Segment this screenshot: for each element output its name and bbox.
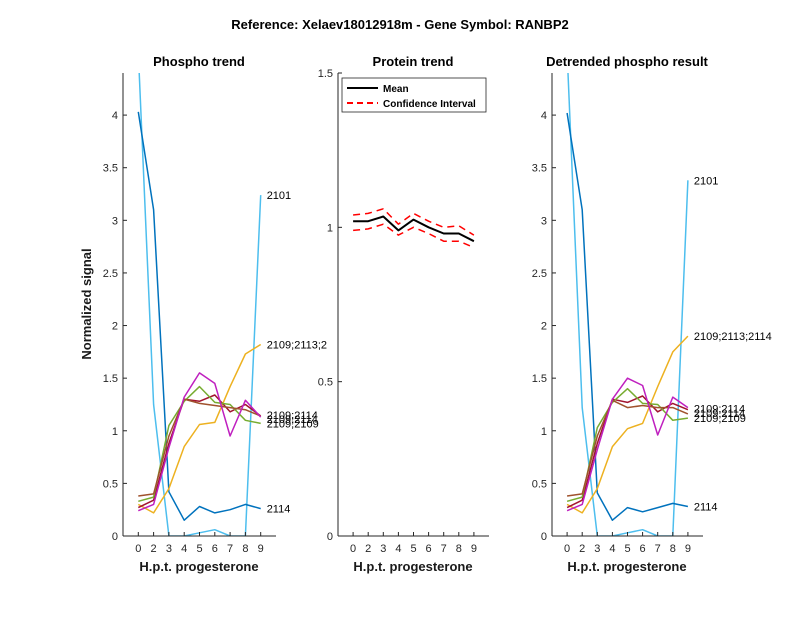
x-tick-label: 4 [395, 543, 401, 555]
y-tick-label: 3 [541, 215, 547, 227]
legend-mean-label: Mean [383, 84, 409, 95]
series-end-label: 2101 [694, 175, 718, 187]
legend-box [341, 77, 487, 113]
series-end-label: 2109;2109 [694, 413, 746, 425]
protein-trend-title: Protein trend [373, 54, 454, 69]
series-line-1 [353, 208, 475, 236]
y-tick-label: 2 [112, 321, 118, 333]
x-tick-label: 8 [670, 543, 676, 555]
series-line-3 [137, 394, 262, 509]
x-tick-label: 2 [579, 543, 585, 555]
y-tick-label: 2 [541, 321, 547, 333]
x-tick-label: 9 [258, 543, 264, 555]
x-tick-label: 6 [212, 543, 218, 555]
x-tick-label: 3 [380, 543, 386, 555]
x-tick-label: 8 [242, 543, 248, 555]
y-tick-label: 0 [112, 531, 118, 543]
series-line-5 [138, 398, 261, 497]
x-tick-label: 8 [456, 543, 462, 555]
x-tick-label: 4 [181, 543, 187, 555]
series-line-2 [566, 335, 689, 514]
y-tick-label: 0 [327, 531, 333, 543]
series-line-2 [353, 223, 475, 249]
series-end-label: 2109;2114 [694, 408, 745, 420]
x-tick-label: 9 [685, 543, 691, 555]
series-end-label: 2101 [267, 190, 291, 202]
x-tick-label: 7 [441, 543, 447, 555]
x-tick-label: 4 [609, 543, 615, 555]
series-line-6 [566, 377, 689, 512]
x-tick-label: 2 [151, 543, 157, 555]
series-end-label: 2114 [267, 504, 291, 516]
series-end-label: 2109;2113;2114 [694, 331, 772, 343]
phospho-trend-xlabel: H.p.t. progesterone [139, 559, 258, 574]
series-end-label: 2109;2114 [267, 414, 318, 426]
x-tick-label: 0 [564, 543, 570, 555]
series-end-label: 2109;2114 [267, 410, 318, 422]
y-tick-label: 4 [112, 110, 118, 122]
y-tick-label: 3 [112, 215, 118, 227]
x-tick-label: 6 [640, 543, 646, 555]
x-tick-label: 7 [227, 543, 233, 555]
y-tick-label: 0.5 [318, 377, 333, 389]
series-line-2 [137, 343, 262, 514]
protein-trend-xlabel: H.p.t. progesterone [353, 559, 472, 574]
y-tick-label: 1.5 [103, 373, 118, 385]
detrended-phospho-title: Detrended phospho result [546, 54, 708, 69]
y-tick-label: 1 [112, 426, 118, 438]
x-tick-label: 6 [426, 543, 432, 555]
protein-trend-panel: Protein trend H.p.t. progesterone Mean C… [318, 54, 489, 574]
series-group [353, 208, 475, 249]
series-line-5 [566, 399, 689, 497]
series-end-label: 2109;2113;2 [267, 339, 327, 351]
phospho-trend-ylabel: Normalized signal [79, 248, 94, 359]
series-line-1 [137, 111, 261, 521]
series-end-label: 2109;2109 [267, 418, 319, 430]
y-tick-label: 1.5 [532, 373, 547, 385]
y-tick-label: 3.5 [103, 163, 118, 175]
y-tick-label: 2.5 [532, 268, 547, 280]
series-line-6 [138, 372, 262, 512]
figure-title: Reference: Xelaev18012918m - Gene Symbol… [231, 17, 568, 32]
protein-trend-legend: Mean Confidence Interval [341, 77, 487, 113]
legend-ci-label: Confidence Interval [383, 99, 476, 110]
series-end-label: 2114 [694, 502, 718, 514]
y-tick-label: 0.5 [103, 478, 118, 490]
x-tick-label: 0 [135, 543, 141, 555]
series-line-1 [566, 112, 689, 521]
series-line-0 [353, 215, 475, 243]
x-tick-label: 5 [196, 543, 202, 555]
y-tick-label: 0.5 [532, 478, 547, 490]
y-tick-label: 0 [541, 531, 547, 543]
phospho-trend-title: Phospho trend [153, 54, 245, 69]
y-tick-label: 2.5 [103, 268, 118, 280]
y-tick-label: 1 [541, 426, 547, 438]
y-tick-label: 1.5 [318, 68, 333, 80]
x-tick-label: 3 [166, 543, 172, 555]
x-tick-label: 5 [624, 543, 630, 555]
y-tick-label: 1 [327, 222, 333, 234]
y-tick-label: 3.5 [532, 163, 547, 175]
detrended-phospho-xlabel: H.p.t. progesterone [567, 559, 686, 574]
x-tick-label: 5 [410, 543, 416, 555]
x-tick-label: 9 [471, 543, 477, 555]
x-tick-label: 0 [350, 543, 356, 555]
x-tick-label: 3 [594, 543, 600, 555]
x-tick-label: 7 [655, 543, 661, 555]
y-tick-label: 4 [541, 110, 547, 122]
series-line-3 [566, 395, 689, 509]
series-end-label: 2109;2114 [694, 404, 745, 416]
phospho-trend-panel: Phospho trend H.p.t. progesterone Normal… [79, 54, 327, 574]
detrended-phospho-panel: Detrended phospho result H.p.t. progeste… [532, 54, 772, 574]
x-tick-label: 2 [365, 543, 371, 555]
